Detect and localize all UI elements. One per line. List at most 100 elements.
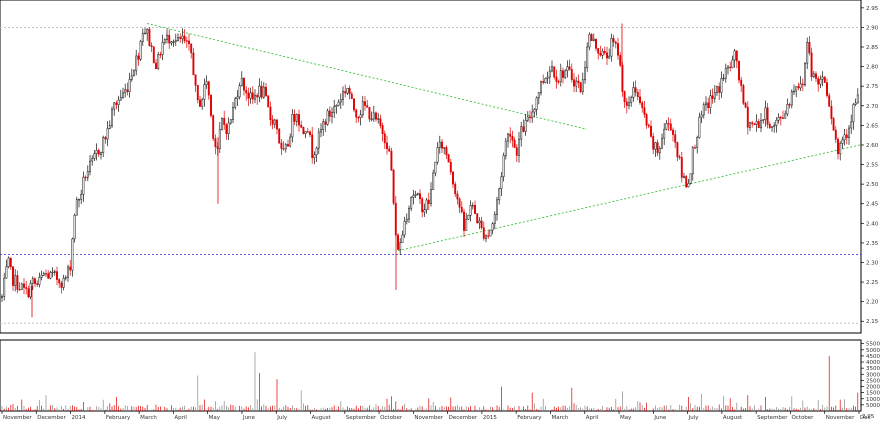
candle-body <box>647 124 650 127</box>
candle-body <box>423 209 426 213</box>
candle-body <box>196 85 199 101</box>
candle-body <box>124 89 127 94</box>
price-tick-label: 2.35 <box>866 241 879 247</box>
candle-body <box>683 176 685 178</box>
candle-body <box>588 34 591 48</box>
date-tick-label: 2015 <box>483 415 497 421</box>
candle-body <box>364 101 366 106</box>
candle-body <box>430 189 432 204</box>
candle-body <box>144 32 146 35</box>
candle-body <box>245 89 248 94</box>
candle-body <box>577 80 580 83</box>
candle-body <box>183 35 186 41</box>
candle-body <box>718 86 721 93</box>
candle-body <box>762 119 765 121</box>
candle-body <box>507 133 509 142</box>
candle-body <box>159 54 162 56</box>
candle-body <box>672 129 674 135</box>
date-tick-label: August <box>723 415 743 421</box>
candle-body <box>161 42 164 55</box>
candle-body <box>482 227 485 239</box>
candle-body <box>854 102 857 105</box>
candle-body <box>40 275 43 278</box>
candle-body <box>581 79 584 93</box>
candle-body <box>735 50 738 62</box>
candle-body <box>815 73 817 79</box>
candle-body <box>291 114 294 138</box>
candle-body <box>249 92 252 99</box>
date-tick-label: December <box>37 415 66 421</box>
candle-body <box>694 147 696 149</box>
candle-body <box>34 278 36 284</box>
candle-body <box>460 207 463 213</box>
candle-body <box>493 214 496 224</box>
candle-body <box>302 127 305 134</box>
candle-body <box>333 106 336 113</box>
price-tick-label: 2.75 <box>866 84 879 90</box>
volume-panel-border <box>0 339 862 412</box>
candle-body <box>265 86 267 96</box>
candle-body <box>130 75 133 80</box>
candle-body <box>84 176 87 179</box>
price-tick-label: 2.70 <box>866 104 879 110</box>
candle-body <box>271 119 274 125</box>
candle-body <box>546 76 549 79</box>
candle-body <box>104 137 107 140</box>
candle-body <box>661 137 663 149</box>
candle-body <box>47 273 50 279</box>
price-tick-label: 2.60 <box>866 143 879 149</box>
candle-body <box>606 52 608 59</box>
candle-body <box>643 107 646 115</box>
candle-body <box>170 41 173 44</box>
candle-body <box>73 214 76 240</box>
candle-body <box>471 205 474 207</box>
candle-body <box>190 43 193 54</box>
candle-body <box>608 55 611 59</box>
candle-body <box>570 69 573 80</box>
candle-body <box>544 78 547 83</box>
candle-body <box>278 128 281 144</box>
candle-body <box>733 50 736 61</box>
candle-body <box>20 283 23 290</box>
candle-body <box>304 131 307 134</box>
date-tick-label: July <box>276 415 288 421</box>
candle-body <box>276 119 278 130</box>
candle-body <box>432 172 435 190</box>
candle-body <box>89 160 91 172</box>
price-tick-label: 2.45 <box>866 202 879 208</box>
candle-body <box>799 83 802 89</box>
candle-body <box>678 156 681 159</box>
date-tick-label: October <box>380 415 403 421</box>
candle-body <box>667 123 670 125</box>
candle-body <box>163 39 166 43</box>
candle-body <box>199 99 201 107</box>
candle-body <box>689 173 692 184</box>
candle-body <box>172 41 175 43</box>
candle-body <box>467 215 470 220</box>
candle-body <box>568 66 571 70</box>
candle-body <box>837 139 839 155</box>
candle-body <box>313 154 316 158</box>
candle-body <box>128 79 131 92</box>
candle-body <box>7 257 10 268</box>
candle-body <box>826 82 828 96</box>
candle-body <box>260 85 263 98</box>
candle-body <box>522 126 525 132</box>
candle-body <box>801 83 804 86</box>
candle-body <box>78 199 80 201</box>
candle-body <box>445 147 448 155</box>
candle-body <box>254 95 256 100</box>
candle-body <box>12 266 14 286</box>
candle-body <box>806 41 809 64</box>
candle-body <box>69 266 72 271</box>
candle-body <box>711 95 714 99</box>
candle-body <box>548 70 551 78</box>
candle-body <box>817 78 820 85</box>
candle-body <box>348 87 351 95</box>
candle-body <box>309 131 311 135</box>
candle-body <box>49 272 52 279</box>
candle-body <box>293 114 296 122</box>
candle-body <box>797 86 800 89</box>
candle-body <box>408 208 410 220</box>
date-tick-label: October <box>791 415 814 421</box>
